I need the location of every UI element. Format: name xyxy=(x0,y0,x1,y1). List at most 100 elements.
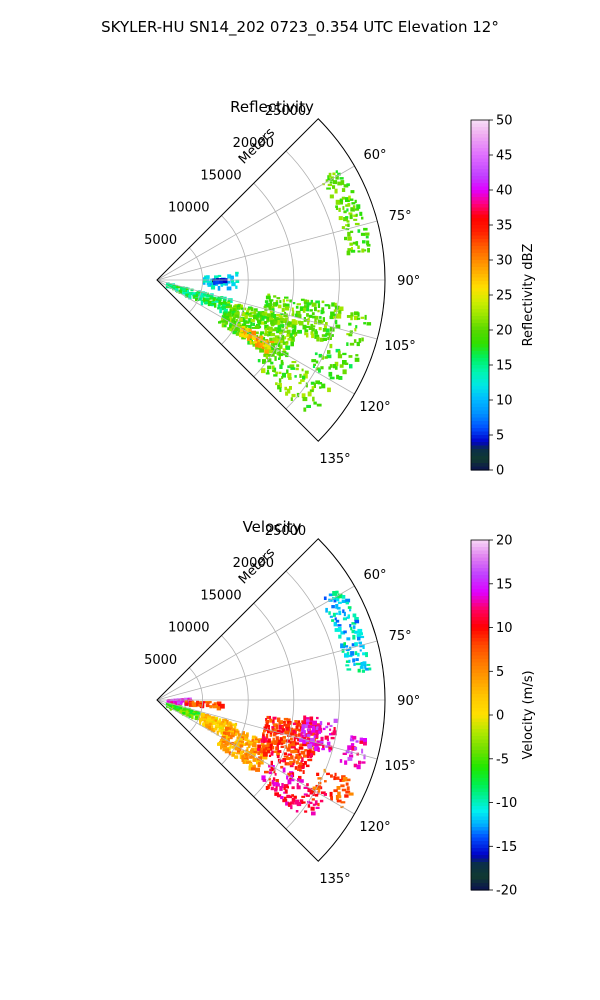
echo-cell xyxy=(334,302,337,308)
echo-cell xyxy=(245,313,250,316)
colorbar-segment xyxy=(471,232,489,237)
echo-cell xyxy=(275,783,280,787)
echo-cell xyxy=(299,779,304,783)
echo-cell xyxy=(366,243,371,247)
echo-cell xyxy=(271,740,276,745)
echo-cell xyxy=(299,306,305,311)
echo-cell xyxy=(278,721,282,725)
echo-cell xyxy=(289,777,294,781)
colorbar-segment xyxy=(471,428,489,433)
azimuth-tick-label: 135° xyxy=(319,872,350,887)
echo-cell xyxy=(307,750,312,752)
echo-cell xyxy=(305,382,308,388)
colorbar-segment xyxy=(471,410,489,415)
echo-cell xyxy=(235,732,238,736)
colorbar-segment xyxy=(471,676,489,681)
echo-cell xyxy=(309,756,313,759)
echo-cell xyxy=(360,316,365,319)
echo-cell xyxy=(312,742,316,746)
echo-cell xyxy=(226,736,231,739)
echo-cell xyxy=(264,744,269,747)
echo-cell xyxy=(257,321,262,325)
echo-cell xyxy=(238,329,242,334)
echo-cell xyxy=(331,732,334,735)
echo-cell xyxy=(291,313,294,316)
echo-cell xyxy=(263,726,268,730)
echo-cell xyxy=(269,326,273,332)
echo-cell xyxy=(263,353,268,357)
echo-cell xyxy=(358,338,362,343)
colorbar-tick-label: 0 xyxy=(496,709,504,724)
azimuth-spoke xyxy=(156,699,355,815)
echo-cell xyxy=(231,279,235,283)
echo-cell xyxy=(196,701,200,707)
echo-cell xyxy=(172,286,177,290)
echo-cell xyxy=(296,303,301,306)
echo-cell xyxy=(340,631,346,635)
echo-cell xyxy=(312,720,317,726)
echo-cell xyxy=(248,325,252,330)
echo-cell xyxy=(272,369,276,372)
echo-cell xyxy=(298,737,304,743)
echo-cell xyxy=(310,381,315,385)
echo-cell xyxy=(283,723,286,727)
echo-cell xyxy=(220,284,224,287)
echo-cell xyxy=(338,306,344,311)
echo-cell xyxy=(283,784,289,789)
echo-cell xyxy=(254,325,260,329)
echo-cell xyxy=(296,722,302,727)
echo-cell xyxy=(237,328,240,331)
echo-cell xyxy=(353,218,358,221)
echo-cell xyxy=(294,756,299,759)
echo-cell xyxy=(309,716,314,721)
echo-cell xyxy=(277,750,282,753)
echo-cell xyxy=(191,713,197,716)
echo-cell xyxy=(271,308,275,313)
echo-cell xyxy=(347,606,352,609)
echo-cell xyxy=(240,734,246,738)
echo-cell xyxy=(334,628,340,632)
echo-cell xyxy=(263,306,267,309)
echo-cell xyxy=(194,717,200,721)
echo-cell xyxy=(336,799,342,803)
echo-cell xyxy=(232,331,238,335)
echo-cell xyxy=(262,779,267,782)
echo-cell xyxy=(283,717,289,721)
echo-cell xyxy=(324,356,328,359)
echo-cell xyxy=(333,727,336,732)
colorbar-segment xyxy=(471,732,489,737)
echo-cell xyxy=(218,299,222,305)
echo-cell xyxy=(211,302,215,305)
echo-cell xyxy=(277,742,281,745)
echo-cell xyxy=(231,318,236,321)
echo-cell xyxy=(306,751,312,757)
echo-cell xyxy=(172,707,176,711)
colorbar-tick-label: 0 xyxy=(496,464,504,479)
echo-cell xyxy=(320,736,324,742)
echo-cell xyxy=(335,612,338,615)
echo-cell xyxy=(265,737,268,743)
colorbar-segment xyxy=(471,547,489,552)
echo-cell xyxy=(294,731,297,735)
echo-cell xyxy=(289,760,294,766)
echo-cell xyxy=(361,337,364,342)
colorbar-segment xyxy=(471,267,489,272)
echo-cell xyxy=(275,300,279,303)
echo-cell xyxy=(301,757,304,762)
echo-cell xyxy=(307,725,313,729)
echo-cell xyxy=(366,663,371,666)
echo-cell xyxy=(217,703,222,708)
echo-cell xyxy=(354,617,359,621)
echo-cell xyxy=(347,202,351,207)
echo-cell xyxy=(325,607,328,613)
colorbar-segment xyxy=(471,827,489,832)
echo-cell xyxy=(307,320,310,325)
echo-cell xyxy=(286,369,289,374)
echo-cell xyxy=(343,217,349,222)
echo-cell xyxy=(315,360,319,364)
echo-cell xyxy=(294,720,298,725)
echo-cell xyxy=(269,300,272,306)
echo-cell xyxy=(281,307,285,312)
echo-cell xyxy=(346,668,352,671)
echo-cell xyxy=(307,299,310,304)
